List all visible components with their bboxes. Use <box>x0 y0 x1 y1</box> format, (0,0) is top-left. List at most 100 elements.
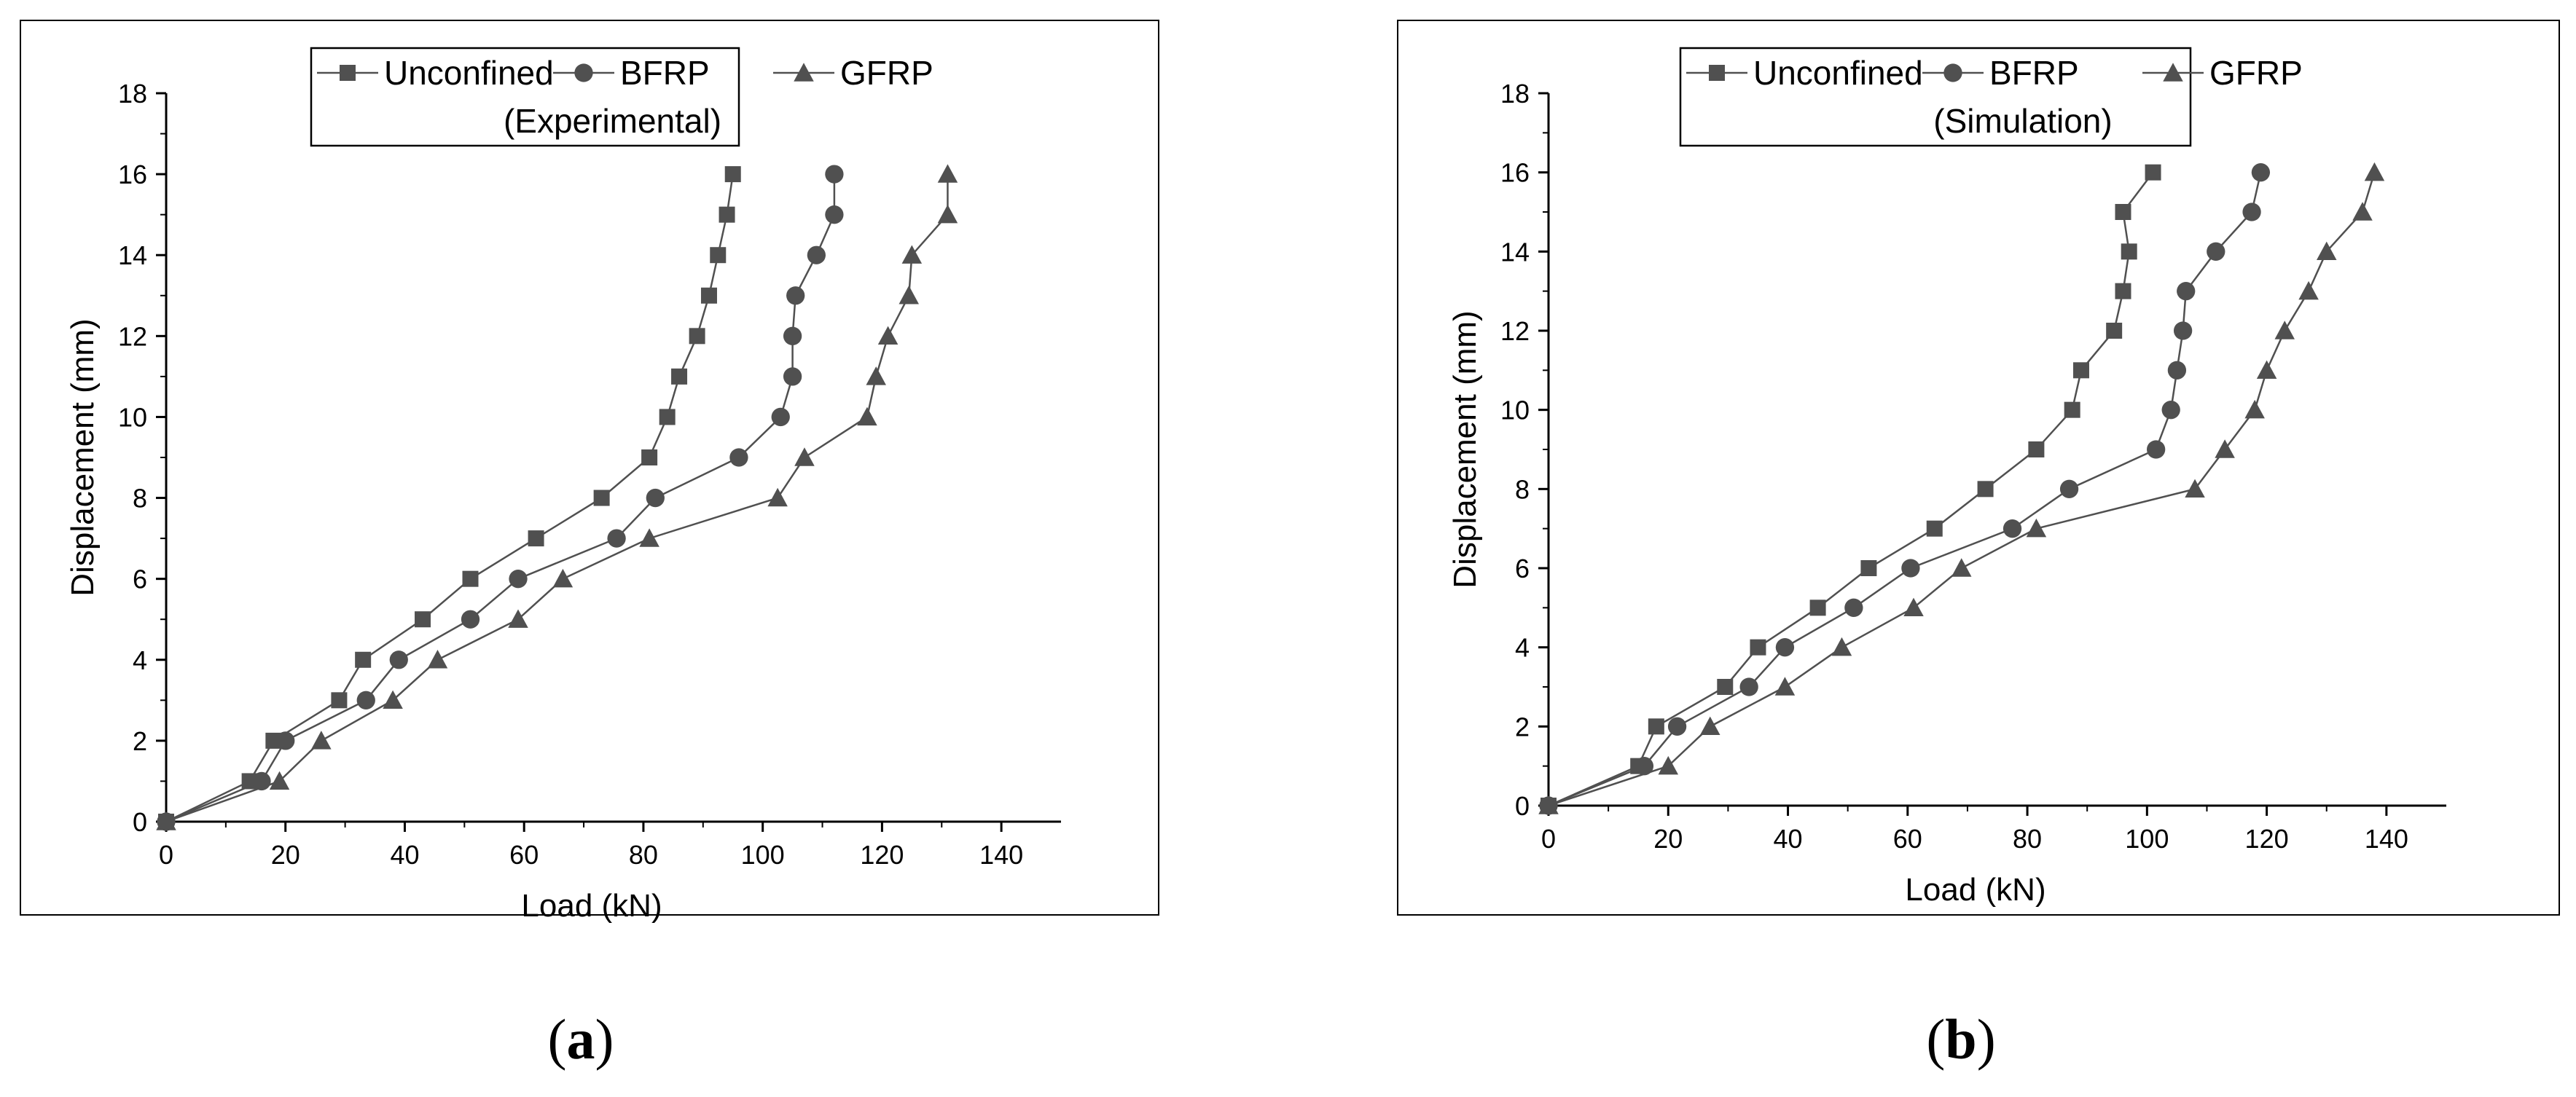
legend-label: Unconfined <box>1753 54 1923 92</box>
data-point <box>156 811 176 830</box>
data-point <box>783 367 802 386</box>
data-point <box>1658 755 1679 775</box>
data-point <box>552 568 573 588</box>
x-tick-label: 120 <box>2245 824 2289 854</box>
data-point <box>641 449 658 465</box>
data-point <box>1717 679 1734 695</box>
legend-subtitle: (Experimental) <box>504 102 721 140</box>
legend-marker <box>1709 65 1725 81</box>
data-point <box>771 407 790 427</box>
data-point <box>719 206 735 223</box>
data-point <box>1739 677 1758 696</box>
data-point <box>2003 519 2022 538</box>
legend-label: BFRP <box>620 54 710 92</box>
data-point <box>1635 757 1654 776</box>
data-point <box>729 448 748 467</box>
data-point <box>857 406 877 426</box>
series-line <box>165 174 836 823</box>
data-point <box>2207 242 2225 261</box>
data-point <box>355 651 372 668</box>
data-point <box>2072 362 2089 379</box>
data-point <box>724 166 741 183</box>
panel-caption: (a) <box>548 1007 614 1071</box>
data-point <box>786 286 805 305</box>
x-tick-label: 60 <box>1893 824 1922 854</box>
y-tick-label: 10 <box>1500 396 1530 425</box>
chart-panel-a: 0 20 40 60 80 100 120 140 0 2 4 6 8 10 12 14 16 18 Load (k… <box>20 20 1159 1071</box>
legend: Unconfined BFRP GFRP (Simulation) <box>1679 47 2303 147</box>
legend-box <box>310 47 740 147</box>
y-tick-label: 0 <box>133 807 147 837</box>
data-point <box>508 609 528 628</box>
y-tick-label: 2 <box>133 726 147 756</box>
data-point <box>767 487 788 507</box>
series-line <box>1548 172 2376 807</box>
legend-box <box>1679 47 2192 147</box>
legend-marker <box>794 63 814 82</box>
legend-marker <box>340 65 356 81</box>
legend-marker <box>574 63 593 82</box>
data-point <box>700 287 717 304</box>
data-point <box>2242 203 2261 221</box>
data-point <box>659 409 676 425</box>
data-point <box>2364 162 2385 181</box>
data-point <box>1926 520 1943 537</box>
legend-label: GFRP <box>2209 54 2303 92</box>
data-point <box>2106 323 2123 339</box>
data-point <box>783 326 802 345</box>
x-tick-label: 80 <box>2013 824 2042 854</box>
data-point <box>461 610 480 629</box>
data-point <box>710 247 727 264</box>
legend-label: Unconfined <box>384 54 554 92</box>
data-point <box>311 731 332 750</box>
x-tick-label: 0 <box>159 840 173 870</box>
data-point <box>825 165 844 184</box>
data-point <box>1750 639 1766 656</box>
data-point <box>528 530 544 547</box>
y-tick-label: 8 <box>1515 474 1530 504</box>
data-point <box>2298 280 2319 300</box>
data-point <box>1774 677 1796 696</box>
y-tick-label: 2 <box>1515 712 1530 742</box>
y-axis-label: Displacement (mm) <box>1447 310 1483 588</box>
data-point <box>269 771 290 790</box>
x-tick-label: 140 <box>979 840 1023 870</box>
panel-frame <box>1397 20 2560 916</box>
data-point <box>2173 321 2193 340</box>
series-line <box>1548 172 2262 807</box>
y-tick-label: 18 <box>1500 79 1530 109</box>
data-point <box>2185 479 2205 498</box>
data-point <box>1901 559 1920 578</box>
y-tick-label: 16 <box>118 160 147 189</box>
data-point <box>607 529 626 548</box>
data-point <box>671 368 688 385</box>
data-point <box>1951 558 1972 577</box>
x-tick-label: 20 <box>271 840 300 870</box>
data-point <box>1700 716 1720 736</box>
x-axis-label: Load (kN) <box>1905 872 2045 908</box>
data-point <box>2028 441 2045 457</box>
data-point <box>356 691 375 709</box>
data-point <box>639 528 659 547</box>
data-point <box>2059 479 2079 498</box>
series-gfrp <box>1538 162 2385 814</box>
legend-label: GFRP <box>840 54 933 92</box>
y-tick-label: 16 <box>1500 158 1530 188</box>
data-point <box>2274 321 2295 339</box>
data-point <box>2115 283 2131 299</box>
data-point <box>646 488 665 508</box>
data-point <box>2256 360 2277 380</box>
data-point <box>794 447 815 466</box>
data-point <box>1844 598 1863 617</box>
y-tick-label: 8 <box>133 484 147 514</box>
data-point <box>937 204 958 224</box>
series-line <box>165 174 949 823</box>
data-point <box>1538 795 1559 814</box>
x-tick-label: 60 <box>509 840 539 870</box>
y-axis-label: Displacement (mm) <box>65 318 101 596</box>
data-point <box>509 570 528 589</box>
data-point <box>2026 518 2047 538</box>
data-point <box>2244 399 2265 419</box>
data-point <box>1977 481 1994 498</box>
